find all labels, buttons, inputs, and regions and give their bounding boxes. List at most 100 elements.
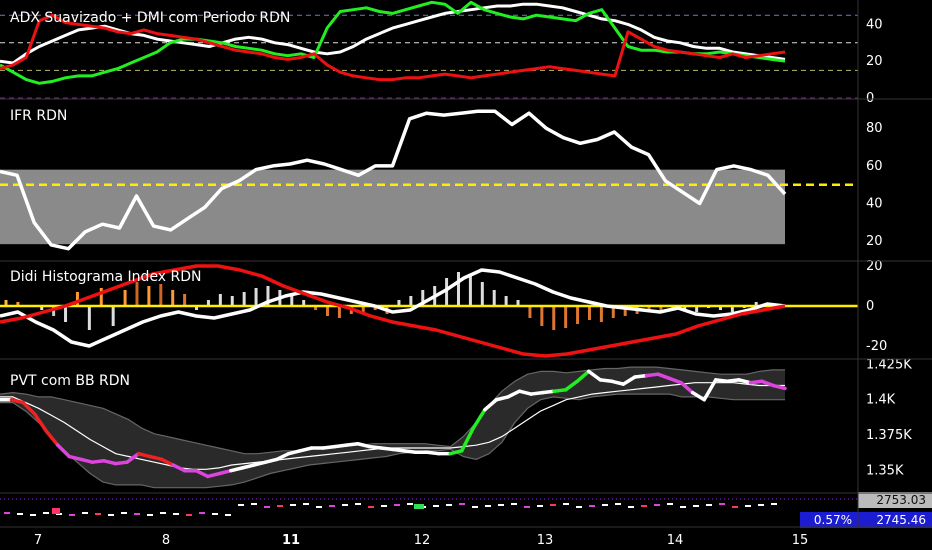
pvt-line-segment <box>344 441 360 447</box>
pvt-pane-title: PVT com BB RDN <box>10 373 130 389</box>
x-axis-date-label: 13 <box>537 533 554 548</box>
price-candle-mark <box>4 512 10 514</box>
pvt-line-segment <box>55 443 72 459</box>
pvt-line-segment <box>113 460 129 466</box>
didi-histogram-bar <box>468 274 472 306</box>
price-badge-label: 2745.46 <box>876 513 926 527</box>
price-candle-mark <box>368 506 374 508</box>
pvt-line-segment <box>44 429 60 447</box>
price-badge-label: 0.57% <box>814 513 852 527</box>
pvt-line-segment <box>690 390 706 402</box>
price-candle-mark <box>199 512 205 514</box>
didi-histogram-bar <box>659 306 663 310</box>
pvt-line-segment <box>286 449 302 456</box>
adx-pane-title: ADX Suavizado + DMI com Periodo RDN <box>10 10 290 26</box>
pvt-line-segment <box>575 369 591 384</box>
pvt-line-segment <box>425 450 441 456</box>
pvt-bollinger-upper-line <box>0 366 785 455</box>
ifr-line <box>0 109 787 251</box>
pvt-line-segment <box>263 457 279 464</box>
didi-y-tick-label: 0 <box>866 299 874 314</box>
price-candle-mark <box>771 503 777 505</box>
price-candle-mark <box>732 506 738 508</box>
didi-histogram-bar <box>397 300 401 306</box>
price-candle-mark <box>446 504 452 506</box>
price-candle-mark <box>82 512 88 514</box>
pvt-line-segment <box>644 372 660 378</box>
x-axis-date-label: 15 <box>792 533 809 548</box>
didi-histogram-bar <box>695 306 699 312</box>
price-candle-mark <box>407 503 413 505</box>
didi-histogram-bar <box>266 286 270 306</box>
pvt-line-segment <box>206 471 222 479</box>
price-candle-mark <box>563 503 569 505</box>
pvt-line-segment <box>379 446 395 452</box>
didi-histogram-bar <box>516 300 520 306</box>
price-candle-mark <box>576 506 582 508</box>
price-candle-mark <box>602 504 608 506</box>
x-axis-date-label: 12 <box>414 533 431 548</box>
pvt-line-segment <box>679 380 695 395</box>
price-candle-mark <box>414 504 424 509</box>
didi-histogram-bar <box>111 306 115 326</box>
didi-histogram-bar <box>147 286 151 306</box>
pvt-y-tick-label: 1.35K <box>866 464 904 479</box>
adx-y-tick-label: 40 <box>866 17 883 32</box>
price-candle-mark <box>498 504 504 506</box>
pvt-bollinger-lower-line <box>0 393 785 489</box>
price-mini-pane: 2753.03 0.57% 2745.46 <box>0 492 932 528</box>
pvt-line-segment <box>9 397 25 405</box>
didi-histogram-bar <box>337 306 341 318</box>
didi-histogram-bar <box>576 306 580 324</box>
didi-histogram-bar <box>754 302 758 306</box>
didi-histogram-bar <box>171 290 175 306</box>
didi-histogram-bar <box>195 306 199 310</box>
pvt-line-segment <box>321 444 337 450</box>
price-candle-mark <box>173 513 179 515</box>
x-axis-date-label: 11 <box>282 533 300 548</box>
didi-histogram-bar <box>123 290 127 306</box>
didi-y-tick-label: 20 <box>866 259 883 274</box>
pvt-line-segment <box>32 412 48 433</box>
didi-histogram-bar <box>528 306 532 318</box>
didi-histogram-pane: 20 0 -20 <box>0 259 887 358</box>
didi-histogram-bar <box>373 306 377 310</box>
x-axis-date-label: 7 <box>34 533 42 548</box>
price-candle-mark <box>212 513 218 515</box>
adx-series-di-line <box>0 0 786 85</box>
price-candle-mark <box>238 504 244 506</box>
price-candle-mark <box>524 506 530 508</box>
pvt-line-segment <box>529 390 545 396</box>
pvt-line-segment <box>252 460 268 467</box>
didi-histogram-bar <box>242 292 246 306</box>
price-candle-mark <box>30 514 36 516</box>
pvt-line-segment <box>540 389 556 395</box>
ifr-y-tick-label: 80 <box>866 121 883 136</box>
didi-histogram-bar <box>409 296 413 306</box>
price-candle-mark <box>147 514 153 516</box>
price-candle-mark <box>693 505 699 507</box>
pvt-line-segment <box>621 375 637 386</box>
price-candle-mark <box>654 504 660 506</box>
ifr-y-tick-label: 60 <box>866 159 883 174</box>
price-candle-mark <box>316 506 322 508</box>
didi-histogram-bar <box>302 300 306 306</box>
didi-histogram-bar <box>730 306 734 312</box>
pvt-line-segment <box>356 441 372 449</box>
price-candle-mark <box>589 505 595 507</box>
didi-histogram-bar <box>75 292 79 306</box>
pvt-line-segment <box>771 383 787 391</box>
didi-histogram-bar <box>683 306 687 310</box>
didi-histogram-bar <box>564 306 568 328</box>
pvt-line-segment <box>217 468 233 476</box>
price-candle-mark <box>680 506 686 508</box>
price-candle-mark <box>43 512 49 514</box>
pvt-line-segment <box>102 459 118 466</box>
didi-histogram-bar <box>159 284 163 306</box>
pvt-line-segment <box>275 451 291 462</box>
pvt-line-segment <box>125 451 141 464</box>
x-axis-date-label: 14 <box>667 533 684 548</box>
price-candle-mark <box>277 505 283 507</box>
price-candle-mark <box>615 503 621 505</box>
